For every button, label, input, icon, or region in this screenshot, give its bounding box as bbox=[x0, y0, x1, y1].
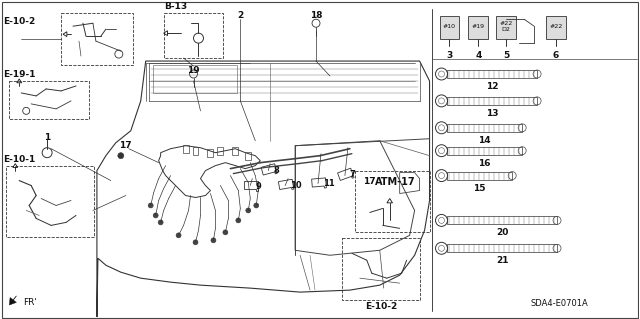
Text: 6: 6 bbox=[553, 51, 559, 60]
Text: #22
D2: #22 D2 bbox=[500, 21, 513, 32]
Bar bbox=[546, 16, 566, 39]
Text: #19: #19 bbox=[472, 24, 485, 29]
Text: ATM-17: ATM-17 bbox=[375, 177, 415, 187]
Text: 2: 2 bbox=[237, 11, 243, 20]
Text: SDA4-E0701A: SDA4-E0701A bbox=[530, 299, 588, 308]
Text: 16: 16 bbox=[478, 159, 491, 168]
Bar bbox=[218, 147, 223, 155]
Bar bbox=[153, 65, 237, 93]
Text: 8: 8 bbox=[273, 166, 279, 175]
Bar bbox=[447, 70, 537, 78]
Text: E-10-2: E-10-2 bbox=[365, 302, 397, 311]
Bar bbox=[447, 172, 512, 180]
Bar bbox=[447, 147, 522, 155]
Circle shape bbox=[254, 203, 259, 208]
Text: #10: #10 bbox=[443, 24, 456, 29]
Text: 18: 18 bbox=[310, 11, 323, 20]
Text: 4: 4 bbox=[475, 51, 481, 60]
Bar bbox=[193, 147, 198, 155]
Bar bbox=[447, 216, 557, 224]
Text: 11: 11 bbox=[323, 179, 335, 188]
Text: 19: 19 bbox=[188, 66, 200, 75]
Text: #22: #22 bbox=[549, 24, 563, 29]
Circle shape bbox=[246, 208, 251, 213]
Bar bbox=[342, 238, 420, 300]
Bar bbox=[440, 16, 460, 39]
Circle shape bbox=[153, 213, 158, 218]
Text: 17: 17 bbox=[119, 141, 131, 150]
Bar bbox=[245, 152, 252, 160]
Circle shape bbox=[176, 233, 181, 238]
Bar bbox=[496, 16, 516, 39]
Text: 21: 21 bbox=[496, 256, 509, 265]
Text: 13: 13 bbox=[486, 109, 499, 118]
Text: B-13: B-13 bbox=[164, 2, 187, 11]
Bar bbox=[447, 244, 557, 252]
Bar bbox=[447, 124, 522, 132]
Bar bbox=[61, 13, 132, 65]
Bar bbox=[182, 145, 189, 153]
Bar bbox=[232, 147, 238, 155]
Text: 17: 17 bbox=[363, 177, 376, 186]
Bar bbox=[447, 97, 537, 105]
Circle shape bbox=[148, 203, 153, 208]
Circle shape bbox=[211, 238, 216, 243]
Text: 5: 5 bbox=[503, 51, 509, 60]
Circle shape bbox=[236, 218, 241, 223]
Text: E-19-1: E-19-1 bbox=[3, 70, 36, 79]
Text: 3: 3 bbox=[446, 51, 452, 60]
Text: 10: 10 bbox=[290, 181, 301, 190]
Circle shape bbox=[158, 220, 163, 225]
Polygon shape bbox=[9, 298, 17, 305]
Bar bbox=[6, 166, 94, 237]
Text: E-10-1: E-10-1 bbox=[3, 155, 36, 164]
Text: 9: 9 bbox=[255, 182, 261, 191]
Bar bbox=[468, 16, 488, 39]
Text: 14: 14 bbox=[478, 136, 491, 145]
Text: 12: 12 bbox=[486, 82, 499, 91]
Bar bbox=[164, 13, 223, 58]
Text: 20: 20 bbox=[496, 228, 508, 237]
Text: 15: 15 bbox=[473, 183, 486, 193]
Bar bbox=[9, 81, 89, 119]
Circle shape bbox=[118, 153, 124, 159]
Bar bbox=[355, 171, 429, 232]
Text: FR': FR' bbox=[23, 298, 37, 307]
Text: 7: 7 bbox=[350, 170, 356, 179]
Circle shape bbox=[223, 230, 228, 235]
Bar bbox=[207, 149, 213, 157]
Circle shape bbox=[193, 240, 198, 245]
Text: E-10-2: E-10-2 bbox=[3, 17, 36, 26]
Text: 1: 1 bbox=[44, 133, 51, 142]
